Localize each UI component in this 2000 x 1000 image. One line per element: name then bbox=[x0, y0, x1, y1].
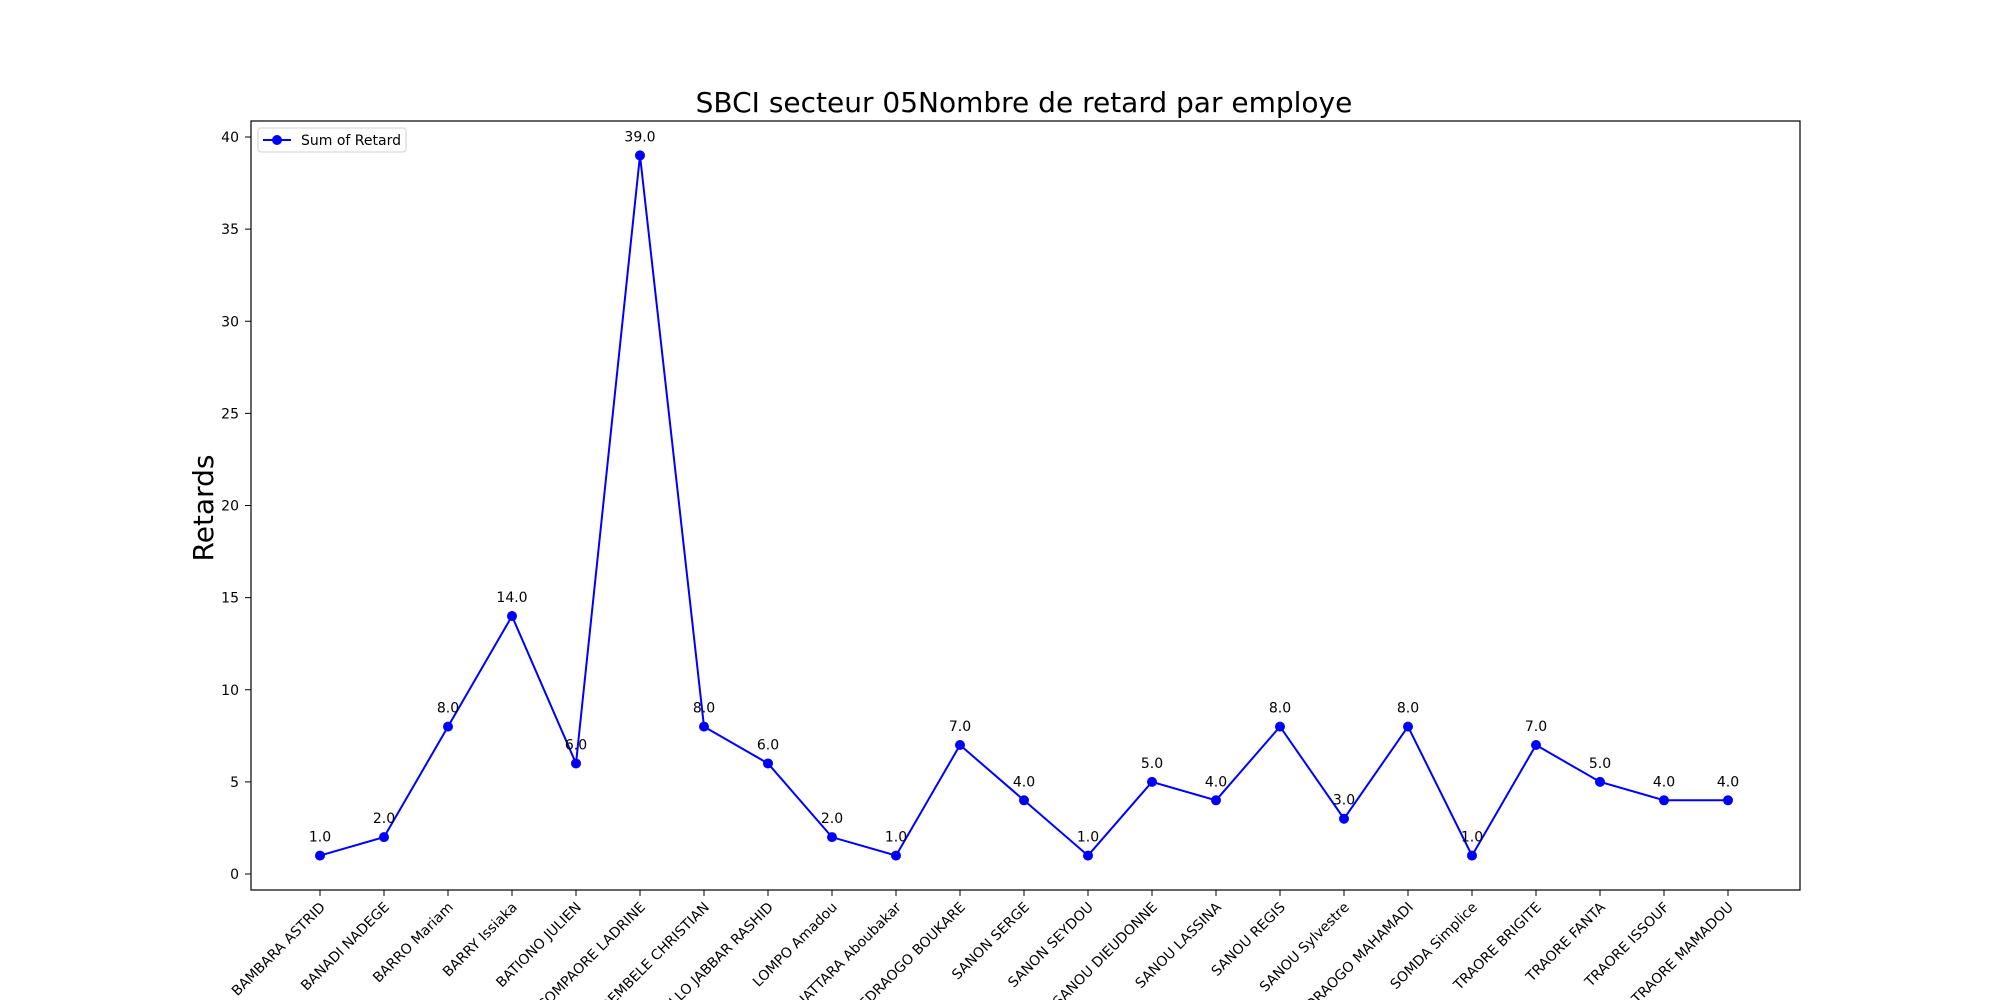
data-label: 7.0 bbox=[949, 719, 971, 735]
data-point bbox=[1147, 776, 1157, 787]
data-label: 7.0 bbox=[1525, 719, 1547, 735]
data-label: 4.0 bbox=[1653, 774, 1675, 790]
data-point bbox=[1595, 776, 1605, 787]
data-label: 4.0 bbox=[1717, 774, 1739, 790]
data-label: 2.0 bbox=[821, 811, 843, 827]
x-tick-label: TRAORE MAMADOU bbox=[1628, 900, 1737, 1000]
data-point bbox=[379, 832, 389, 843]
data-point bbox=[635, 150, 645, 161]
y-axis-label: Retards bbox=[187, 455, 220, 562]
data-label: 4.0 bbox=[1013, 774, 1035, 790]
data-point bbox=[763, 758, 773, 769]
data-point bbox=[1531, 740, 1541, 751]
data-label: 6.0 bbox=[565, 737, 587, 753]
data-label: 14.0 bbox=[496, 590, 527, 606]
data-point bbox=[571, 758, 581, 769]
data-label: 1.0 bbox=[309, 830, 331, 846]
y-tick-label: 5 bbox=[230, 775, 239, 791]
legend-marker bbox=[272, 135, 282, 145]
data-label: 1.0 bbox=[1461, 830, 1483, 846]
data-point bbox=[1403, 721, 1413, 732]
data-point bbox=[1659, 795, 1669, 806]
data-label: 1.0 bbox=[885, 830, 907, 846]
data-label: 8.0 bbox=[1269, 701, 1291, 717]
legend-box bbox=[257, 127, 407, 153]
data-point bbox=[1019, 795, 1029, 806]
y-tick-label: 35 bbox=[221, 222, 239, 238]
data-label: 4.0 bbox=[1205, 774, 1227, 790]
data-point bbox=[1467, 850, 1477, 861]
data-label: 39.0 bbox=[624, 129, 655, 145]
data-label: 8.0 bbox=[1397, 701, 1419, 717]
data-label: 5.0 bbox=[1141, 756, 1163, 772]
data-point bbox=[1083, 850, 1093, 861]
data-label: 8.0 bbox=[693, 701, 715, 717]
data-label: 8.0 bbox=[437, 701, 459, 717]
data-label: 2.0 bbox=[373, 811, 395, 827]
data-point bbox=[1275, 721, 1285, 732]
data-point bbox=[699, 721, 709, 732]
y-tick-label: 25 bbox=[221, 406, 239, 422]
data-point bbox=[891, 850, 901, 861]
y-tick-label: 40 bbox=[221, 130, 239, 146]
data-point bbox=[955, 740, 965, 751]
data-point bbox=[1723, 795, 1733, 806]
data-label: 6.0 bbox=[757, 737, 779, 753]
series-layer: 1.0 2.0 8.0 14.0 6.0 39.0 8.0 6.0 2.0 1.0 7.0 4.0 1.… bbox=[309, 129, 1739, 861]
legend-label: Sum of Retard bbox=[301, 133, 401, 149]
legend: Sum of Retard bbox=[257, 127, 407, 153]
data-point bbox=[1339, 813, 1349, 824]
data-label: 3.0 bbox=[1333, 793, 1355, 809]
series-line bbox=[319, 155, 1728, 858]
data-point bbox=[827, 832, 837, 843]
data-label: 5.0 bbox=[1589, 756, 1611, 772]
data-point bbox=[1211, 795, 1221, 806]
data-point bbox=[507, 611, 517, 622]
y-tick-label: 0 bbox=[230, 867, 239, 883]
data-point bbox=[443, 721, 453, 732]
y-tick-label: 10 bbox=[221, 683, 239, 699]
y-tick-label: 15 bbox=[221, 591, 239, 607]
y-tick-label: 20 bbox=[221, 499, 239, 515]
y-tick-label: 30 bbox=[221, 314, 239, 330]
data-label: 1.0 bbox=[1077, 830, 1099, 846]
data-point bbox=[315, 850, 325, 861]
chart-title: SBCI secteur 05Nombre de retard par empl… bbox=[696, 86, 1353, 119]
